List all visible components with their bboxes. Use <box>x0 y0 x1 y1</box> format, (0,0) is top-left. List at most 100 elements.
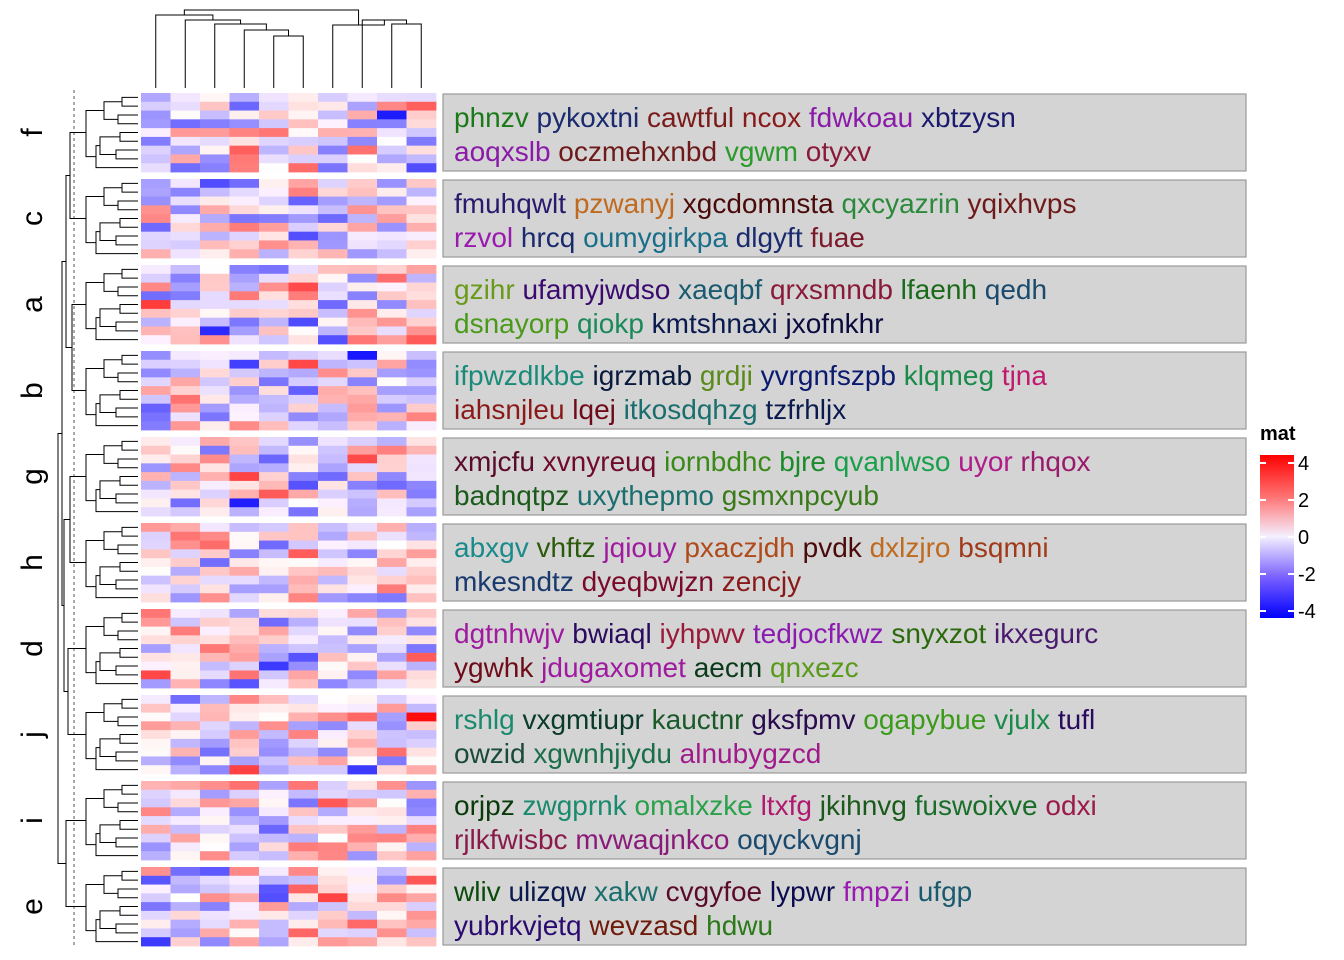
heatmap-cell <box>200 703 230 713</box>
heatmap-cell <box>406 919 437 929</box>
heatmap-cell <box>170 403 201 413</box>
heatmap-cell <box>406 609 437 619</box>
heatmap-cell <box>259 377 289 387</box>
heatmap-cell <box>318 902 348 912</box>
heatmap-cell <box>141 480 171 491</box>
heatmap-cell <box>170 531 201 541</box>
heatmap-cell <box>170 670 201 680</box>
heatmap-cell <box>318 205 348 215</box>
heatmap-cell <box>259 730 289 740</box>
heatmap-cell <box>406 205 437 215</box>
heatmap-cell <box>200 558 230 568</box>
word-label: ufamyjwdso <box>515 274 671 305</box>
heatmap-cell <box>288 867 319 877</box>
heatmap-cell <box>259 747 289 757</box>
heatmap-cell <box>229 101 260 111</box>
heatmap-cell <box>406 816 437 826</box>
heatmap-cell <box>200 816 230 826</box>
heatmap-cell <box>259 756 289 766</box>
heatmap-cell <box>288 593 319 603</box>
heatmap-cell <box>200 507 230 517</box>
heatmap-cell <box>229 326 260 336</box>
word-label: gzihr <box>454 274 515 305</box>
heatmap-cell <box>318 317 348 327</box>
heatmap-cell <box>406 833 437 843</box>
heatmap-cell <box>347 249 378 259</box>
heatmap-cell <box>318 163 348 173</box>
heatmap-cell <box>318 472 348 482</box>
heatmap-cell <box>170 851 201 861</box>
heatmap-cell <box>377 317 407 327</box>
heatmap-cell <box>229 738 260 749</box>
heatmap-cell <box>170 609 201 619</box>
heatmap-cell <box>288 163 319 173</box>
heatmap-cell <box>259 498 289 508</box>
heatmap-cell <box>200 670 230 680</box>
heatmap-cell <box>259 531 289 541</box>
heatmap-cell <box>259 679 289 689</box>
word-label: bsqmni <box>951 532 1049 563</box>
heatmap-cell <box>288 875 319 885</box>
word-line: badnqtpz uxythepmo gsmxnpcyub <box>454 480 879 511</box>
heatmap-cell <box>259 507 289 517</box>
heatmap-cell <box>347 756 378 766</box>
heatmap-cell <box>170 566 201 577</box>
heatmap-cell <box>229 875 260 885</box>
heatmap-cell <box>347 721 378 731</box>
heatmap-cell <box>406 851 437 861</box>
heatmap-cell <box>229 403 260 413</box>
heatmap-cell <box>377 273 407 283</box>
heatmap-cell <box>259 445 289 455</box>
word-label: iornbdhc <box>656 446 771 477</box>
heatmap-cell <box>406 472 437 482</box>
heatmap-cell <box>406 480 437 491</box>
heatmap-cell <box>229 300 260 310</box>
heatmap-cell <box>318 824 348 835</box>
heatmap-cell <box>377 756 407 766</box>
heatmap-cell <box>141 317 171 327</box>
heatmap-cell <box>170 498 201 508</box>
heatmap-cell <box>318 842 348 852</box>
heatmap-cell <box>288 851 319 861</box>
heatmap-cell <box>200 240 230 250</box>
heatmap-cell <box>318 359 348 369</box>
word-label: tedjocfkwz <box>745 618 884 649</box>
heatmap-cell <box>200 540 230 550</box>
heatmap-cell <box>318 626 348 636</box>
heatmap-cell <box>288 679 319 689</box>
word-line: ifpwzdlkbe igrzmab grdji yvrgnfszpb klqm… <box>454 360 1047 391</box>
heatmap-cell <box>141 730 171 740</box>
heatmap-cell <box>377 842 407 852</box>
heatmap-cell <box>200 368 230 378</box>
heatmap-cell <box>200 730 230 740</box>
heatmap-cell <box>200 187 230 197</box>
heatmap-cell <box>406 549 437 559</box>
heatmap-cell <box>288 480 319 491</box>
heatmap-cell <box>141 445 171 455</box>
heatmap-cell <box>141 695 171 705</box>
heatmap-cell <box>288 136 319 147</box>
heatmap-cell <box>318 781 348 791</box>
heatmap-cell <box>200 351 230 361</box>
heatmap-cell <box>377 798 407 808</box>
word-label: badnqtpz <box>454 480 569 511</box>
heatmap-cell <box>229 523 260 533</box>
heatmap-cell <box>318 421 348 431</box>
heatmap-cell <box>229 558 260 568</box>
word-label: qiokp <box>569 308 644 339</box>
heatmap-cell <box>377 695 407 705</box>
heatmap-cell <box>200 300 230 310</box>
heatmap-cell <box>318 617 348 627</box>
heatmap-cell <box>406 824 437 835</box>
heatmap-cell <box>318 403 348 413</box>
heatmap-cell <box>141 265 171 275</box>
word-label: fmpzi <box>835 876 910 907</box>
heatmap-cell <box>377 351 407 361</box>
heatmap-cell <box>259 609 289 619</box>
heatmap-cell <box>200 584 230 594</box>
heatmap-cell <box>200 712 230 722</box>
heatmap-cell <box>229 721 260 731</box>
word-box <box>442 781 1247 860</box>
heatmap-cell <box>141 463 171 473</box>
word-label: ikxegurc <box>986 618 1098 649</box>
